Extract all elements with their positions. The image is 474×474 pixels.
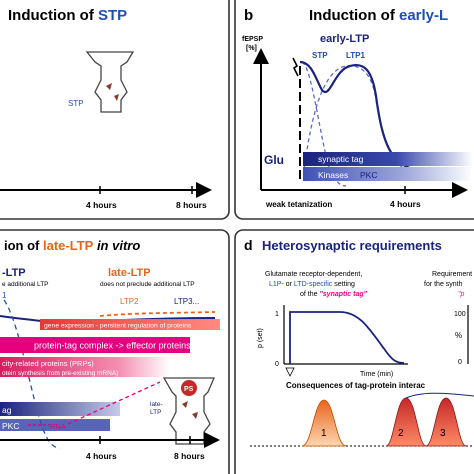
pkc-bar-label: PKC: [2, 421, 19, 431]
dendritic-spine-icon: [85, 51, 135, 113]
tag-bar-label: ag: [2, 405, 12, 415]
early-ltp-curve-title: early-LTP: [320, 33, 369, 45]
right-y-unit: %: [455, 331, 462, 340]
vesicle-icon: [182, 401, 188, 408]
panel-a-title: Induction of STP: [8, 7, 127, 24]
gene-expression-bar: [40, 319, 220, 330]
kinases-bar: [303, 167, 473, 181]
stp-label: STP: [68, 99, 84, 108]
y-tick-1: 1: [275, 311, 279, 318]
tetanus-arrow-icon: [292, 57, 299, 77]
vesicle-icon: [192, 412, 198, 419]
tick-label-8h: 8 hours: [176, 200, 207, 210]
tag-bar: [0, 402, 120, 416]
peak-1-shape: [301, 399, 347, 447]
ltp1-marker: 1: [2, 291, 7, 300]
panel-c-title: ion of late-LTP in vitro: [4, 238, 140, 253]
left-caption-line3: of the "synaptic tag": [300, 291, 368, 298]
tick-label-4h: 4 hours: [86, 451, 117, 461]
prp-bar: [0, 357, 170, 377]
stp-curve-label: STP: [312, 51, 328, 60]
glu-label: Glu: [264, 153, 284, 167]
right-caption-line1: Requirement: [432, 271, 472, 278]
y-axis-label: p (set): [257, 328, 264, 348]
protein-tag-complex-label: protein-tag complex -> effector proteins: [34, 341, 191, 351]
consequences-heading: Consequences of tag-protein interac: [286, 381, 426, 390]
rna-label: RNA: [50, 422, 66, 431]
right-caption-line3: "p: [458, 291, 464, 298]
peak-3-label: 3: [440, 428, 446, 439]
rna-transport-line: [67, 381, 161, 425]
right-y-tick-0: 0: [458, 359, 462, 366]
peak-2-label: 2: [398, 428, 404, 439]
y-axis-label-fepsp: fEPSP: [242, 36, 263, 43]
late-ltp-side-label: late-: [150, 401, 163, 408]
early-ltp-subtitle: e additional LTP: [2, 281, 49, 288]
late-ltp-header: late-LTP: [108, 267, 151, 279]
x-axis-label: Time (min): [360, 371, 393, 378]
right-y-tick-100: 100: [454, 311, 466, 318]
prp-label-line2: otein synthesis from pre-existing mRNA): [2, 370, 118, 377]
peak-1-label: 1: [321, 428, 327, 439]
pkc-bar: [0, 419, 110, 431]
tick-label-4h: 4 hours: [390, 199, 421, 209]
synaptic-tag-bar: [303, 152, 473, 166]
peak-connector: [405, 392, 474, 399]
panel-a: Induction of STP STP 4 hours 8 hours: [0, 0, 230, 220]
panel-d-title: Heterosynaptic requirements: [262, 238, 442, 253]
peak-3-shape: [425, 397, 467, 447]
tick-label-8h: 8 hours: [174, 451, 205, 461]
ltp1-curve: [303, 65, 421, 177]
tick-label-4h: 4 hours: [86, 200, 117, 210]
vesicle-icon: [106, 83, 112, 90]
late-ltp-subtitle: does not preclude additional LTP: [100, 281, 195, 288]
panel-b-letter: b: [244, 7, 253, 24]
vesicle-icon: [114, 94, 119, 101]
ltp2-curve: [99, 311, 216, 317]
ltp1-curve-label: LTP1: [346, 51, 366, 60]
right-caption-line2: for the synth: [424, 281, 463, 288]
early-ltp-header: -LTP: [2, 267, 26, 279]
panel-c: ion of late-LTP in vitro -LTP e addition…: [0, 229, 230, 474]
protein-tag-complex-bar: [0, 337, 190, 353]
late-ltp-side-label-2: LTP: [150, 409, 161, 416]
kinases-label: Kinases: [318, 170, 348, 180]
y-axis-label-unit: [%]: [246, 45, 257, 52]
ps-label: PS: [184, 386, 194, 393]
left-caption-line1: Glutamate receptor-dependent,: [265, 271, 362, 278]
pkc-label: PKC: [360, 170, 377, 180]
panel-d-letter: d: [244, 237, 253, 253]
ltp3-label: LTP3...: [174, 297, 199, 306]
y-tick-0: 0: [275, 361, 279, 368]
protein-synthesis-icon: [181, 380, 197, 396]
tag-probability-curve: [289, 311, 405, 364]
ltp2-label: LTP2: [120, 297, 139, 306]
stimulus-triangle-icon: [285, 367, 295, 377]
panel-d: d Heterosynaptic requirements Glutamate …: [234, 229, 474, 474]
x-axis-label: weak tetanization: [265, 200, 332, 209]
synaptic-tag-label: synaptic tag: [318, 154, 364, 164]
prp-label-line1: city-related proteins (PRPs): [2, 359, 94, 368]
panel-b: b Induction of early-L fEPSP [%] early-L…: [234, 0, 474, 220]
left-caption-line2: L1P- or LTD-specific setting: [269, 281, 355, 288]
panel-b-title: Induction of early-L: [309, 7, 448, 24]
gene-expression-label: gene expression - persitent regulation o…: [44, 323, 192, 330]
